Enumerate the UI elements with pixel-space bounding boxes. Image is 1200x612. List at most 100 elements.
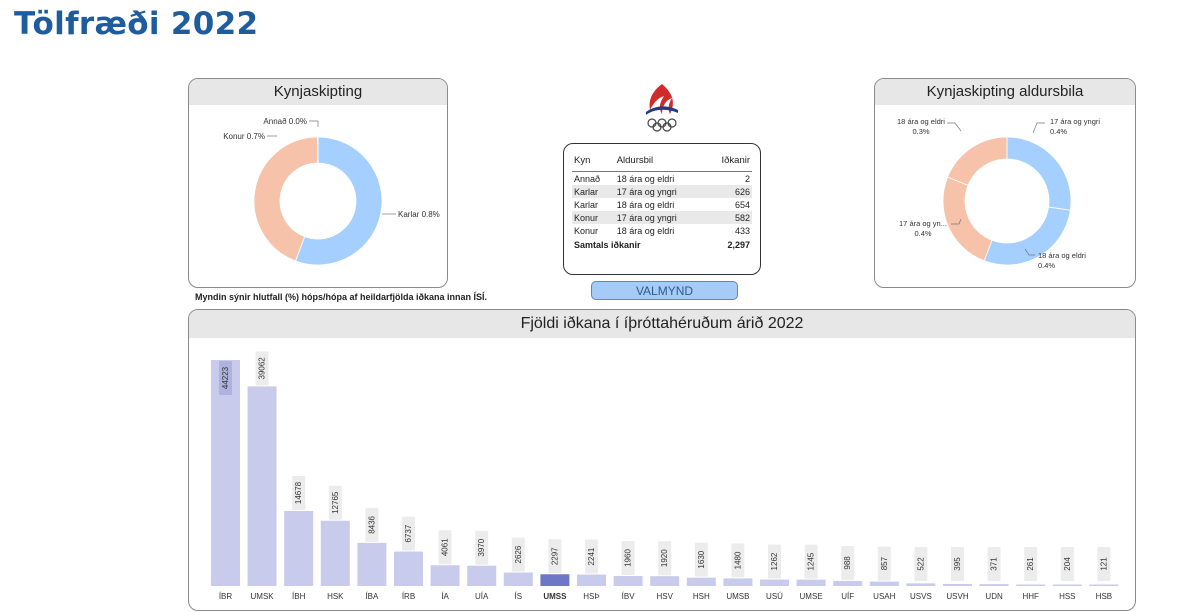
bar-USÚ xyxy=(760,579,789,586)
bar-value-box-UMSB xyxy=(731,543,745,578)
bar-value-box-USÚ xyxy=(768,544,781,579)
gender-footnote: Myndin sýnir hlutfall (%) hóps/hópa af h… xyxy=(195,292,488,302)
bar-ÍRB xyxy=(394,551,423,586)
bar-value-box-UÍA xyxy=(475,530,489,565)
age-slice-2 xyxy=(942,176,993,262)
bar-value-box-ÍRB xyxy=(402,516,415,551)
age-slice-label-2: 17 ára og yn... xyxy=(899,219,947,228)
cell-aldursbil: 17 ára og yngri xyxy=(614,211,706,224)
gender-split-panel: Kynjaskipting Karlar 0.8% Konur 0.7% Annað… xyxy=(188,78,448,288)
bar-category-label-HSÞ: HSÞ xyxy=(583,592,599,601)
regions-bar-panel: Fjöldi iðkana í íþróttahéruðum árið 2022… xyxy=(188,309,1136,611)
bar-value-box-HHF xyxy=(1024,547,1038,581)
bar-HHF xyxy=(1016,584,1046,586)
bar-value-label-HHF: 261 xyxy=(1026,557,1035,571)
gender-donut-chart: Karlar 0.8% Konur 0.7% Annað 0.0% xyxy=(223,117,440,266)
bar-value-box-HSK xyxy=(328,485,342,520)
bar-value-label-UMSK: 39062 xyxy=(258,357,267,380)
valmynd-button[interactable]: VALMYND xyxy=(591,281,738,300)
bar-value-label-HSV: 1920 xyxy=(660,549,669,567)
bar-value-label-HSÞ: 2241 xyxy=(587,547,596,565)
bar-value-box-HSÞ xyxy=(585,539,598,574)
regions-bar-title: Fjöldi iðkana í íþróttahéruðum árið 2022 xyxy=(189,310,1135,338)
bar-category-label-USVS: USVS xyxy=(910,592,932,601)
bar-category-label-UMSK: UMSK xyxy=(251,592,275,601)
bar-value-label-UMSS: 2297 xyxy=(550,547,559,565)
cell-aldursbil: 18 ára og eldri xyxy=(616,199,675,210)
bar-value-box-ÍBR xyxy=(219,361,232,395)
gender-slice-label-1: Konur 0.7% xyxy=(223,132,265,141)
table-row: Karlar 18 ára og eldri 654 xyxy=(572,198,752,211)
cell-aldursbil: 17 ára og yngri xyxy=(614,185,706,198)
bar-HSÞ xyxy=(577,574,606,586)
age-leader-line-0 xyxy=(1032,122,1045,134)
bar-ÍBR xyxy=(211,360,240,586)
bar-UMSB xyxy=(723,578,753,586)
bar-value-label-ÍBH: 14678 xyxy=(294,481,303,504)
bar-value-label-ÍRB: 6737 xyxy=(404,524,413,542)
bar-value-box-ÍS xyxy=(511,537,525,572)
bar-category-label-USÚ: USÚ xyxy=(766,592,783,601)
age-slice-label-0: 17 ára og yngri xyxy=(1050,117,1100,126)
table-header-row: Kyn Aldursbil Iðkanir xyxy=(572,152,752,172)
bar-category-label-UDN: UDN xyxy=(985,592,1003,601)
cell-kyn: Annað xyxy=(574,173,601,184)
age-leader-line-2 xyxy=(951,218,962,225)
bar-category-label-HSS: HSS xyxy=(1059,592,1075,601)
bar-UMSE xyxy=(796,579,826,586)
age-slice-label-1: 18 ára og eldri xyxy=(1038,251,1086,260)
bar-category-label-ÍRB: ÍRB xyxy=(402,592,415,601)
cell-kyn: Konur xyxy=(572,211,615,224)
bar-HSH xyxy=(686,577,716,586)
bar-value-label-ÍBV: 1960 xyxy=(624,549,633,567)
age-slice-0 xyxy=(1006,136,1072,211)
bar-category-label-UÍF: UÍF xyxy=(841,592,854,601)
bar-value-label-UÍA: 3970 xyxy=(477,538,486,556)
gender-slice-0 xyxy=(295,136,383,266)
bar-value-label-HSH: 1630 xyxy=(697,550,706,568)
cell-kyn: Karlar xyxy=(574,199,599,210)
bar-category-label-HSK: HSK xyxy=(327,592,344,601)
bar-category-label-USAH: USAH xyxy=(873,592,895,601)
total-value: 2,297 xyxy=(727,239,750,250)
bar-value-label-UÍF: 988 xyxy=(843,556,852,570)
bar-value-box-USAH xyxy=(877,546,891,581)
bar-value-label-HSK: 12765 xyxy=(331,491,340,514)
bar-value-box-HSB xyxy=(1097,547,1111,581)
table-row: Konur 18 ára og eldri 433 xyxy=(572,224,752,237)
bar-value-label-USVH: 395 xyxy=(953,557,962,571)
age-slice-pct-2: 0.4% xyxy=(914,229,931,238)
bar-value-box-UMSS xyxy=(548,539,562,574)
summary-table: Kyn Aldursbil Iðkanir Annað 18 ára og el… xyxy=(572,152,752,251)
bar-category-label-HSH: HSH xyxy=(693,592,710,601)
age-slice-label-3: 18 ára og eldri xyxy=(897,117,945,126)
gender-slice-label-0: Karlar 0.8% xyxy=(398,210,440,219)
bar-category-label-UMSS: UMSS xyxy=(543,592,567,601)
bar-value-label-ÍBA: 8436 xyxy=(367,515,376,533)
bar-category-label-UMSE: UMSE xyxy=(800,592,823,601)
bar-value-box-USVS xyxy=(914,547,928,581)
age-leader-line-3 xyxy=(947,122,962,132)
bar-value-box-UDN xyxy=(987,547,1001,581)
page-title: Tölfræði 2022 xyxy=(14,6,259,42)
bar-value-label-UMSB: 1480 xyxy=(733,551,742,569)
bar-value-label-ÍBR: 44223 xyxy=(221,366,230,389)
bar-value-box-UÍF xyxy=(841,545,855,580)
bar-value-box-UMSE xyxy=(804,544,818,579)
cell-aldursbil: 18 ára og eldri xyxy=(616,225,675,236)
cell-kyn: Konur xyxy=(574,225,599,236)
bar-HSB xyxy=(1089,584,1119,586)
bar-HSV xyxy=(650,576,680,586)
bar-ÍBH xyxy=(284,510,314,586)
bar-value-box-UMSK xyxy=(255,351,269,386)
table-row: Karlar 17 ára og yngri 626 xyxy=(572,185,752,198)
cell-kyn: Karlar xyxy=(572,185,615,198)
bar-category-label-ÍBV: ÍBV xyxy=(622,592,636,601)
bar-UMSK xyxy=(247,386,277,586)
table-row: Konur 17 ára og yngri 582 xyxy=(572,211,752,224)
cell-idkanir: 654 xyxy=(734,199,750,210)
age-split-title: Kynjaskipting aldursbila xyxy=(875,79,1135,105)
summary-table-card: Kyn Aldursbil Iðkanir Annað 18 ára og el… xyxy=(563,143,761,275)
bar-category-label-ÍBA: ÍBA xyxy=(365,592,379,601)
